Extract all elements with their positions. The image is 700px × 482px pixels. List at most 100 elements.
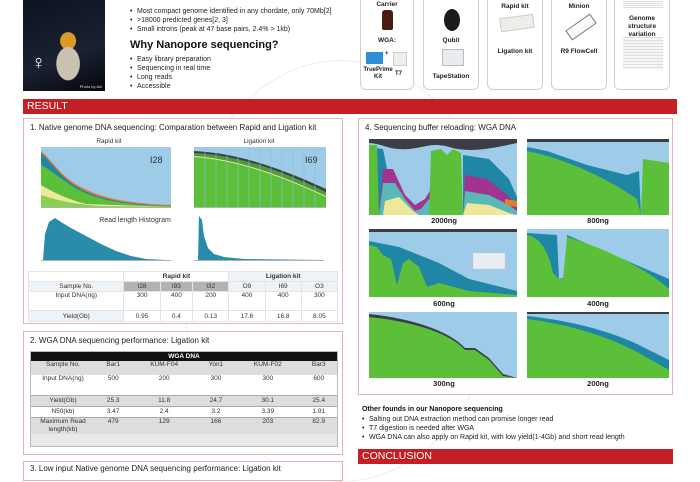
ligation-kit-group-header: Ligation kit <box>228 271 338 282</box>
section-3-panel: 3. Low input Native genome DNA sequencin… <box>23 461 343 481</box>
cell: O9 <box>228 281 266 292</box>
wga-label: WGA: <box>377 37 397 44</box>
ligation-kit-icon <box>499 13 535 33</box>
ligation-kit-chart-title: Ligation kit <box>243 138 275 145</box>
kit-comparison-table: Rapid kit Ligation kit Sample No. I28 I9… <box>27 271 339 322</box>
column-header: KUM-F04 <box>150 361 179 368</box>
section-4-panel: 4. Sequencing buffer reloading: WGA DNA … <box>358 118 673 395</box>
cell: 479 <box>107 417 119 425</box>
card-library-kits: Rapid kit Ligation kit <box>487 0 543 90</box>
alignment-grid-icon <box>623 37 663 70</box>
cell: 3.39 <box>261 408 275 415</box>
trueprime-kit-icon <box>366 52 383 64</box>
cell: 0.95 <box>123 310 161 322</box>
finding-item: WGA DNA can also apply on Rapid kit, wit… <box>360 433 690 442</box>
rapid-kit-occupancy-chart <box>41 147 171 208</box>
cell: O3 <box>300 281 339 292</box>
column-header: KUM-F02 <box>253 361 282 368</box>
wga-table-header: WGA DNA <box>31 352 337 361</box>
cell: 24.7 <box>209 397 223 404</box>
cell: 2.4 <box>159 408 169 415</box>
cell: 3.2 <box>211 408 221 415</box>
label-800ng: 800ng <box>587 216 609 225</box>
chart-2000ng <box>369 139 517 215</box>
column-header: Bar1 <box>106 361 121 368</box>
carrier-bottle-icon <box>382 10 393 30</box>
cell: 300 <box>262 375 274 382</box>
ligation-read-length-histogram <box>194 216 324 261</box>
cell: 600 <box>313 375 325 382</box>
result-heading: RESULT <box>23 99 677 114</box>
rapid-kit-group-header: Rapid kit <box>123 271 230 282</box>
data-table-icon <box>623 1 663 8</box>
label-200ng: 200ng <box>587 379 609 388</box>
species-facts: Most compact genome identified in any ch… <box>128 7 353 34</box>
row-label: Input DNA(ng) <box>42 375 84 382</box>
label-300ng: 300ng <box>433 379 455 388</box>
plus-sign: + <box>385 51 389 57</box>
ligation-kit-label: Ligation kit <box>497 48 533 55</box>
conclusion-heading: CONCLUSION <box>358 449 673 464</box>
section-3-title: 3. Low input Native genome DNA sequencin… <box>30 464 281 473</box>
finding-item: T7 digestion is needed after WGA <box>360 424 690 433</box>
cell: 16.8 <box>264 310 302 322</box>
card-sequencer: Minion R9 FlowCell <box>551 0 607 90</box>
histogram-title: Read length Histogram <box>99 217 171 224</box>
card-qc: Qubit TapeStation <box>423 0 479 90</box>
t7-label: T7 <box>395 71 403 77</box>
cell: 11.8 <box>158 397 171 404</box>
column-header: Bar3 <box>311 361 326 368</box>
fact-item: >18000 predicted genes[2, 3] <box>128 16 353 25</box>
chart-300ng <box>369 312 517 378</box>
qubit-device-icon <box>444 9 460 31</box>
cell: 300 <box>210 375 222 382</box>
section-2-title: 2. WGA DNA sequencing performance: Ligat… <box>30 336 210 345</box>
label-400ng: 400ng <box>587 299 609 308</box>
cell: I28 <box>123 281 161 292</box>
cell: 0.4 <box>159 310 194 322</box>
cell: 200 <box>158 375 170 382</box>
card-sample-prep: Carrier WGA: + TruePrime Kit T7 <box>360 0 414 90</box>
rapid-kit-label: Rapid kit <box>501 3 529 10</box>
why-item: Long reads <box>128 73 328 82</box>
section-4-title: 4. Sequencing buffer reloading: WGA DNA <box>365 123 517 132</box>
cell: 129 <box>158 417 170 425</box>
card-analysis: Genome structure variation <box>614 0 670 90</box>
cell: 3.47 <box>106 408 120 415</box>
section-1-title: 1. Native genome DNA sequencing: Compara… <box>30 123 317 132</box>
cell: 25.4 <box>312 397 326 404</box>
row-label: N50(kb) <box>51 408 75 415</box>
gsv-label: Genome structure variation <box>627 15 657 38</box>
wga-table: Sample No. Bar1 KUM-F04 Yon1 KUM-F02 Bar… <box>31 361 337 434</box>
fact-item: Most compact genome identified in any ch… <box>128 7 353 16</box>
row-label: Yield(Gb) <box>49 397 77 404</box>
cell: 200 <box>192 291 230 311</box>
row-label: Sample No. <box>27 281 125 292</box>
rapid-read-length-histogram <box>41 218 171 261</box>
cell: 500 <box>107 375 119 382</box>
qubit-label: Qubit <box>442 37 460 44</box>
tapestation-icon <box>442 49 464 66</box>
label-600ng: 600ng <box>433 299 455 308</box>
flowcell-icon <box>565 13 597 41</box>
column-header: Sample No. <box>46 361 80 368</box>
minion-label: Minion <box>568 3 590 10</box>
section-2-panel: 2. WGA DNA sequencing performance: Ligat… <box>23 331 343 455</box>
why-nanopore-list: Easy library preparation Sequencing in r… <box>128 55 328 91</box>
cell: I32 <box>192 281 230 292</box>
rapid-sample-label: I28 <box>150 155 163 165</box>
cell: 203 <box>262 417 274 425</box>
cell: 17.6 <box>228 310 266 322</box>
trueprime-label: TruePrime Kit <box>363 67 393 80</box>
cell: 1.91 <box>312 408 326 415</box>
finding-item: Salting out DNA extraction method can pr… <box>360 415 690 424</box>
ligation-sample-label: I69 <box>305 155 318 165</box>
row-label: Yield(Gb) <box>27 310 125 322</box>
why-item: Accessible <box>128 82 328 91</box>
chart-400ng <box>527 229 669 297</box>
carrier-label: Carrier <box>376 1 398 8</box>
cell: I69 <box>264 281 302 292</box>
cell: 400 <box>159 291 194 311</box>
cell: 400 <box>264 291 302 311</box>
cell: 82.9 <box>312 417 326 425</box>
